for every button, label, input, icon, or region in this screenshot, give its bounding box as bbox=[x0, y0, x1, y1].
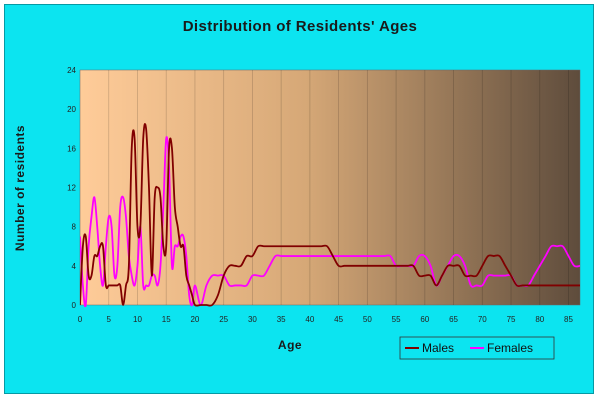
series-lines bbox=[80, 123, 580, 307]
y-tick-label: 0 bbox=[72, 301, 77, 310]
x-axis-label: Age bbox=[278, 338, 302, 352]
x-tick-label: 15 bbox=[162, 315, 171, 324]
x-tick-label: 30 bbox=[248, 315, 257, 324]
x-tick-label: 55 bbox=[392, 315, 401, 324]
x-tick-label: 0 bbox=[78, 315, 83, 324]
y-axis-ticks: 0 4 8 12 16 20 24 bbox=[67, 66, 76, 310]
x-tick-label: 75 bbox=[507, 315, 516, 324]
x-tick-label: 60 bbox=[420, 315, 429, 324]
y-tick-label: 24 bbox=[67, 66, 76, 75]
legend: Males Females bbox=[399, 336, 555, 360]
y-tick-label: 8 bbox=[72, 223, 77, 232]
series-line-females bbox=[80, 136, 580, 307]
x-tick-label: 80 bbox=[535, 315, 544, 324]
legend-label-females: Females bbox=[487, 341, 533, 355]
y-tick-label: 20 bbox=[67, 105, 76, 114]
x-tick-label: 65 bbox=[449, 315, 458, 324]
x-tick-label: 40 bbox=[305, 315, 314, 324]
x-tick-label: 10 bbox=[133, 315, 142, 324]
legend-label-males: Males bbox=[422, 341, 454, 355]
x-axis-ticks: 0 5 10 15 20 25 30 35 40 45 50 55 60 65 70 75 80 85 bbox=[78, 315, 574, 324]
x-tick-label: 85 bbox=[564, 315, 573, 324]
y-tick-label: 4 bbox=[72, 262, 77, 271]
x-tick-label: 20 bbox=[190, 315, 199, 324]
x-tick-label: 70 bbox=[478, 315, 487, 324]
y-axis-label: Number of residents bbox=[13, 125, 27, 251]
x-tick-label: 5 bbox=[107, 315, 112, 324]
x-tick-label: 25 bbox=[219, 315, 228, 324]
x-tick-label: 50 bbox=[363, 315, 372, 324]
y-tick-label: 12 bbox=[67, 184, 76, 193]
chart-title: Distribution of Residents' Ages bbox=[183, 18, 418, 35]
x-tick-label: 35 bbox=[277, 315, 286, 324]
y-tick-label: 16 bbox=[67, 144, 76, 153]
x-tick-label: 45 bbox=[334, 315, 343, 324]
series-line-males bbox=[80, 123, 580, 307]
